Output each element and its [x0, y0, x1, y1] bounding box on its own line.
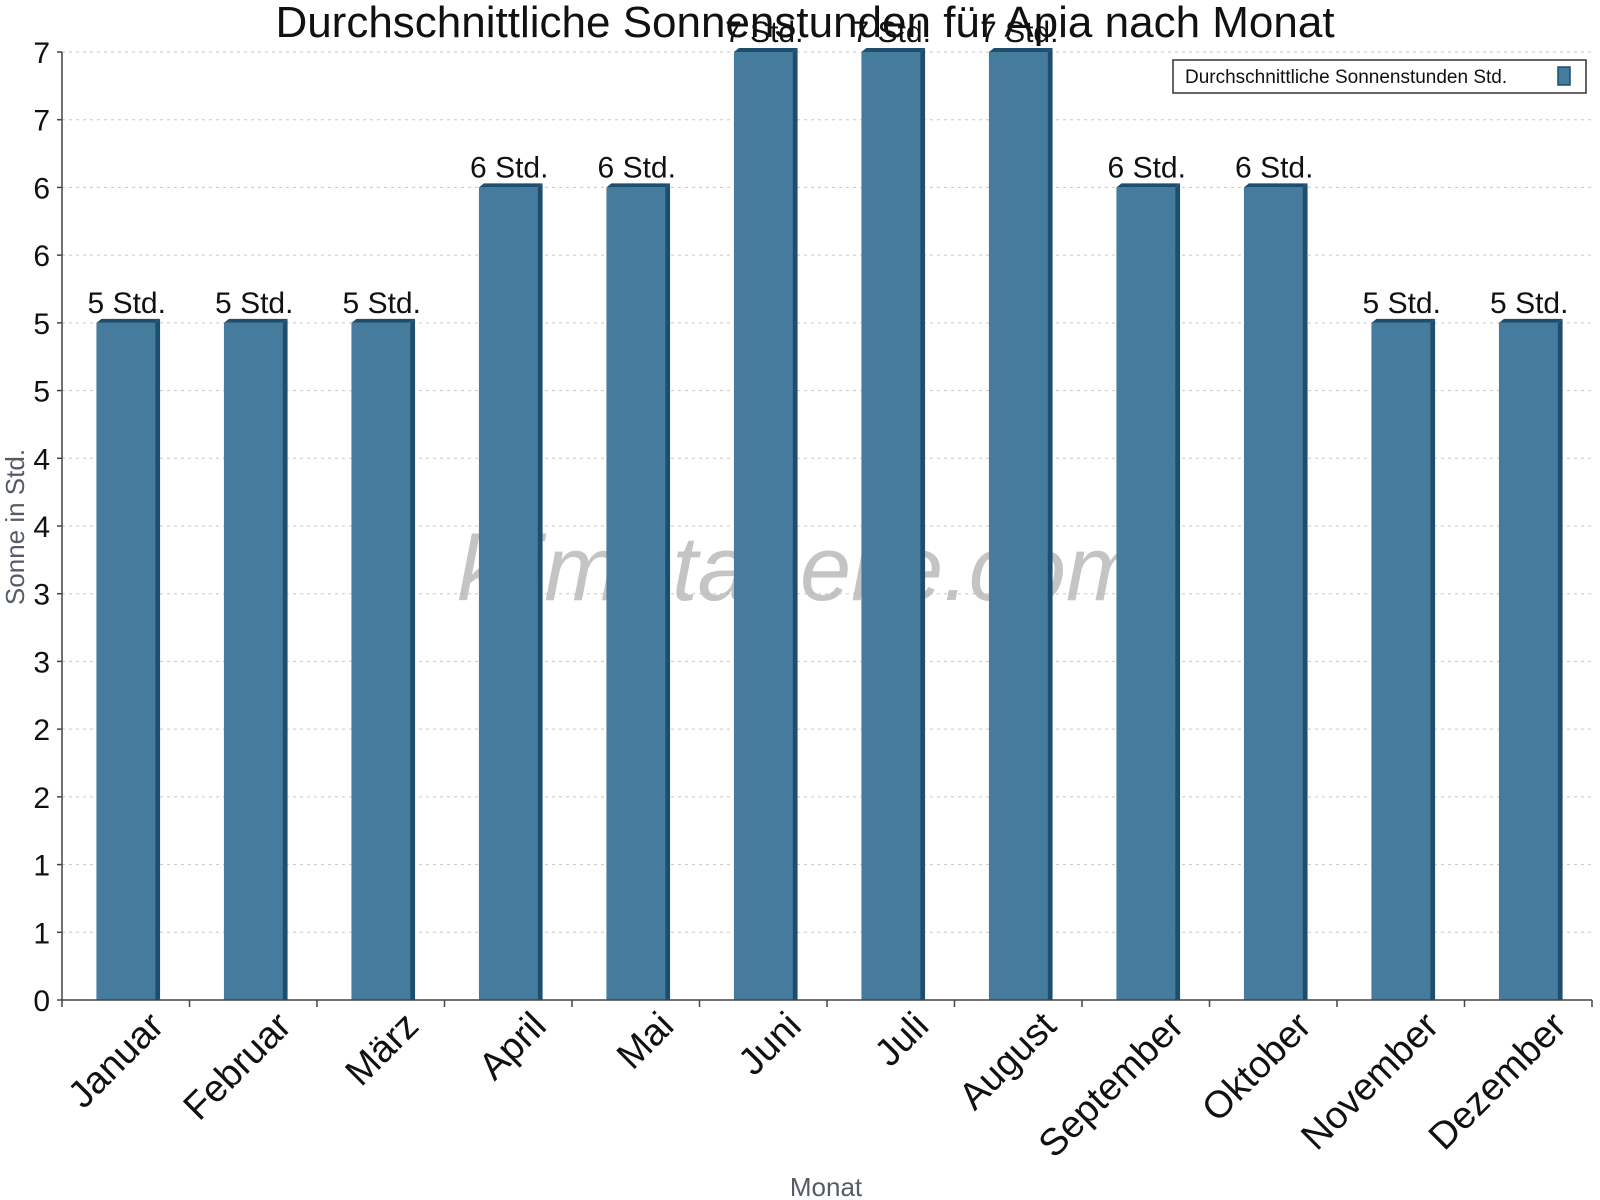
bar-side: [1557, 318, 1563, 1000]
legend-label: Durchschnittliche Sonnenstunden Std.: [1185, 67, 1507, 88]
bar-face: [478, 187, 538, 1000]
bar-side: [155, 318, 161, 1000]
x-tick-label: Oktober: [1194, 1004, 1320, 1130]
bar-side: [792, 48, 798, 1000]
bar-top: [96, 318, 161, 323]
bar: [733, 48, 798, 1000]
bar-face: [351, 322, 411, 1000]
bar: [1243, 183, 1308, 1000]
x-tick-label: April: [471, 1005, 554, 1088]
bar-top: [1243, 183, 1308, 188]
y-axis-title: Sonne in Std.: [0, 449, 30, 605]
bar-face: [96, 322, 156, 1000]
x-axis-title: Monat: [790, 1172, 863, 1200]
bar-face: [1243, 187, 1303, 1000]
bar-side: [1302, 183, 1308, 1000]
data-label: 6 Std.: [598, 151, 676, 184]
bar-face: [223, 322, 283, 1000]
bar-face: [1116, 187, 1176, 1000]
data-label: 7 Std.: [853, 16, 931, 49]
bar-side: [665, 183, 671, 1000]
y-tick-label: 2: [33, 782, 50, 815]
bar: [1116, 183, 1181, 1000]
bar: [1371, 318, 1436, 1000]
bar-side: [282, 318, 288, 1000]
y-tick-label: 5: [33, 308, 50, 341]
x-tick-label: Mai: [609, 1005, 682, 1078]
legend-box: [1172, 59, 1587, 94]
bar-side: [410, 318, 416, 1000]
axes: [57, 51, 1593, 1007]
bars: [96, 48, 1563, 1000]
legend-swatch: [1557, 66, 1571, 86]
bar-side: [1430, 318, 1436, 1000]
x-tick-label: Juni: [731, 1005, 810, 1084]
x-tick-label: Januar: [60, 1004, 172, 1116]
bar: [988, 48, 1053, 1000]
y-tick-label: 6: [33, 172, 50, 205]
bar: [223, 318, 288, 1000]
y-tick-label: 1: [33, 850, 50, 883]
bar: [478, 183, 543, 1000]
y-tick-label: 0: [33, 985, 50, 1018]
chart-title: Durchschnittliche Sonnenstunden für Apia…: [275, 0, 1334, 47]
bar: [606, 183, 671, 1000]
bar-top: [1116, 183, 1181, 188]
x-tick-label: Dezember: [1421, 1004, 1575, 1158]
bar: [351, 318, 416, 1000]
data-label: 5 Std.: [1363, 287, 1441, 320]
x-tick-label: August: [951, 1004, 1065, 1118]
bar-face: [861, 52, 921, 1000]
data-label: 6 Std.: [1108, 151, 1186, 184]
bar-side: [920, 48, 926, 1000]
data-label: 5 Std.: [88, 287, 166, 320]
bar-top: [223, 318, 288, 323]
y-tick-label: 7: [33, 37, 50, 70]
data-label: 7 Std.: [725, 16, 803, 49]
data-label: 5 Std.: [343, 287, 421, 320]
bar-top: [478, 183, 543, 188]
data-label: 6 Std.: [470, 151, 548, 184]
bar-top: [351, 318, 416, 323]
y-tick-label: 6: [33, 240, 50, 273]
y-tick-label: 3: [33, 579, 50, 612]
y-tick-label: 2: [33, 714, 50, 747]
y-tick-label: 4: [33, 511, 50, 544]
bar-face: [606, 187, 666, 1000]
y-tick-label: 3: [33, 646, 50, 679]
data-label: 6 Std.: [1235, 151, 1313, 184]
data-label: 7 Std.: [980, 16, 1058, 49]
bar-face: [1498, 322, 1558, 1000]
bar-side: [1047, 48, 1053, 1000]
x-tick-label: November: [1293, 1004, 1447, 1158]
x-tick-label: Juli: [867, 1005, 937, 1075]
grid-lines: [62, 51, 1592, 933]
bar-face: [733, 52, 793, 1000]
data-labels: 5 Std. 5 Std. 5 Std. 6 Std. 6 Std. 7 Std. 7 St…: [88, 16, 1569, 320]
bar-top: [861, 48, 926, 52]
bar-face: [1371, 322, 1431, 1000]
bar: [1498, 318, 1563, 1000]
bar: [96, 318, 161, 1000]
bar-side: [1175, 183, 1181, 1000]
y-tick-label: 4: [33, 443, 50, 476]
bar: [861, 48, 926, 1000]
y-tick-label: 7: [33, 105, 50, 138]
bar-face: [988, 52, 1048, 1000]
bar-top: [1371, 318, 1436, 323]
data-label: 5 Std.: [1490, 287, 1568, 320]
y-tick-label: 5: [33, 376, 50, 409]
legend: Durchschnittliche Sonnenstunden Std.: [1172, 59, 1587, 94]
y-tick-label: 1: [33, 917, 50, 950]
x-tick-label: März: [338, 1005, 427, 1094]
bar-top: [988, 48, 1053, 52]
bar-top: [1498, 318, 1563, 323]
bar-top: [733, 48, 798, 52]
bar-side: [537, 183, 543, 1000]
data-label: 5 Std.: [215, 287, 293, 320]
x-tick-label: Februar: [176, 1004, 300, 1128]
bar-top: [606, 183, 671, 188]
